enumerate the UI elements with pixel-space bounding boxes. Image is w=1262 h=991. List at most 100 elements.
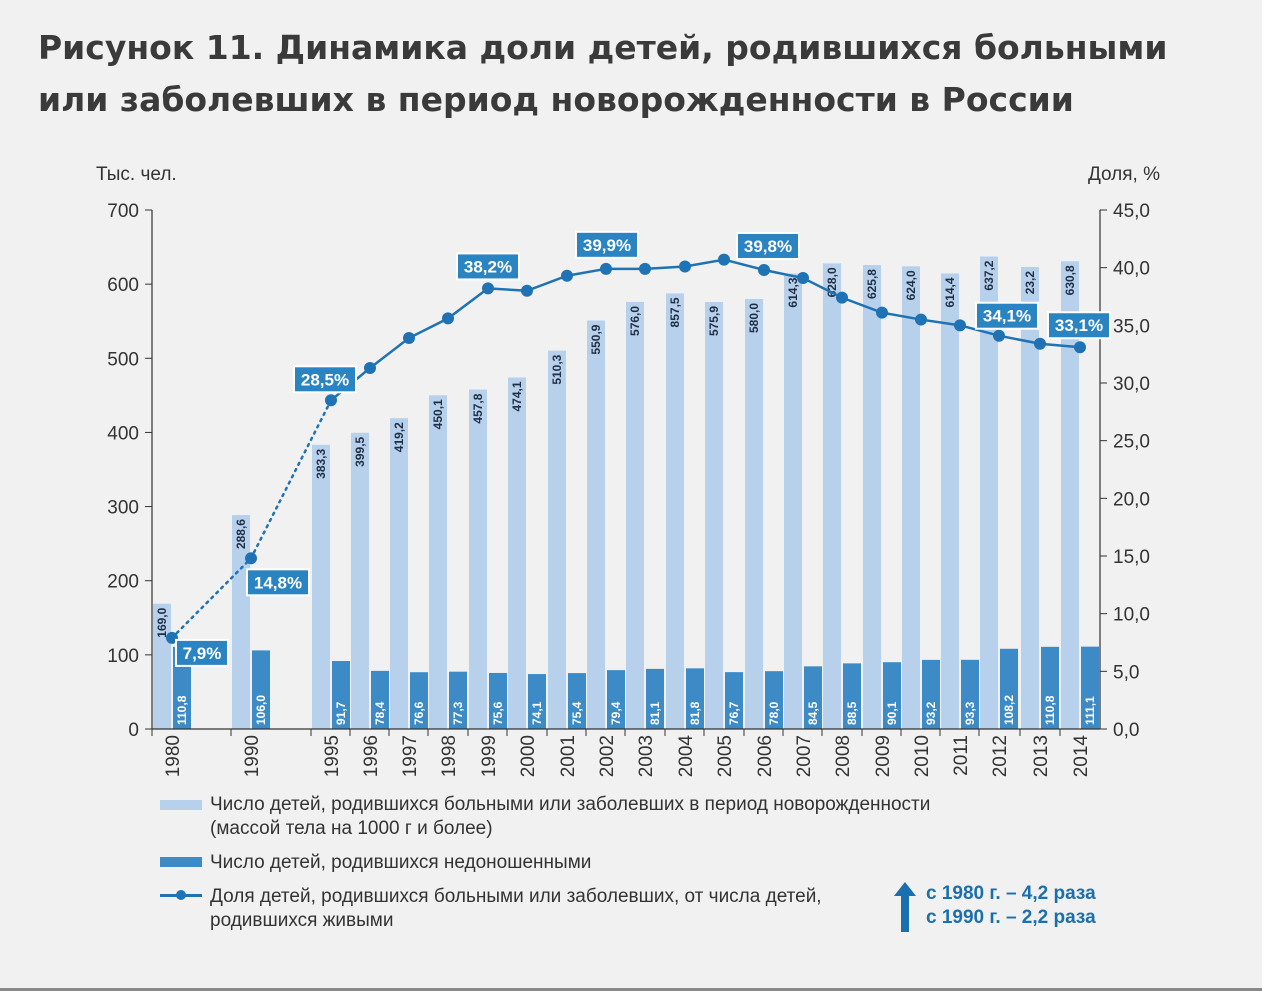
dark-bar-value-label: 75,4 bbox=[570, 701, 584, 725]
callout: 39,9% bbox=[575, 230, 639, 259]
light-bar-value-label: 550,9 bbox=[589, 324, 603, 354]
dark-bar-value-label: 110,8 bbox=[1043, 695, 1057, 725]
dark-bar-value-label: 111,1 bbox=[1083, 696, 1097, 725]
dark-bar-value-label: 81,1 bbox=[648, 701, 662, 725]
left-axis-tick-label: 100 bbox=[107, 646, 139, 667]
light-bar-value-label: 169,0 bbox=[155, 607, 169, 637]
dark-bar-value-label: 93,2 bbox=[924, 701, 938, 725]
dark-bar bbox=[489, 672, 507, 729]
light-bar bbox=[469, 389, 487, 729]
share-point bbox=[876, 306, 888, 319]
dark-bar-series: 110,8 106,0 91,7 78,4 76,6 77,3 75,6 74,1 75,4 79… bbox=[173, 646, 1099, 729]
dark-bar-value-label: 78,0 bbox=[767, 701, 781, 725]
dark-bar bbox=[765, 671, 783, 729]
dark-bar-value-label: 76,6 bbox=[412, 701, 426, 725]
dark-bar-value-label: 84,5 bbox=[806, 701, 820, 725]
share-point bbox=[797, 272, 809, 285]
light-bar-value-label: 288,6 bbox=[234, 519, 248, 549]
share-point bbox=[245, 552, 257, 565]
right-axis-tick-label: 35,0 bbox=[1113, 316, 1150, 337]
light-bar-value-label: 576,0 bbox=[628, 306, 642, 336]
callout-box bbox=[293, 365, 357, 394]
share-point bbox=[521, 284, 533, 297]
share-point bbox=[364, 362, 376, 375]
share-point bbox=[1074, 341, 1086, 354]
legend-item-dark-bar: Число детей, родившихся недоношенными bbox=[160, 851, 591, 875]
dark-bar bbox=[1041, 646, 1059, 729]
callout-label: 39,8% bbox=[744, 237, 792, 256]
left-axis-tick-label: 700 bbox=[107, 201, 139, 222]
legend-light-bar-line-2: (массой тела на 1000 г и более) bbox=[210, 818, 493, 839]
share-point bbox=[954, 319, 966, 332]
dark-bar-value-label: 81,8 bbox=[688, 701, 702, 725]
light-bar bbox=[390, 418, 408, 729]
light-bar bbox=[941, 273, 959, 729]
light-bar-value-label: 580,0 bbox=[747, 303, 761, 333]
callout-label: 14,8% bbox=[254, 573, 302, 592]
light-bar-value-label: 857,5 bbox=[668, 297, 682, 327]
dark-bar-value-label: 76,7 bbox=[727, 701, 741, 725]
title-line-2: или заболевших в период новорожденности … bbox=[38, 80, 1074, 119]
dark-bar bbox=[843, 663, 861, 729]
light-bar-value-label: 474,1 bbox=[510, 381, 524, 411]
legend-line-line-1: Доля детей, родившихся больными или забо… bbox=[210, 886, 822, 907]
left-axis-tick-label: 300 bbox=[107, 498, 139, 519]
light-bar bbox=[429, 395, 447, 729]
callout: 28,5% bbox=[293, 365, 357, 394]
legend-item-line: Доля детей, родившихся больными или забо… bbox=[160, 885, 822, 933]
x-tick-label: 2002 bbox=[597, 735, 618, 777]
light-bar bbox=[1021, 266, 1039, 729]
dark-bar bbox=[568, 673, 586, 729]
callout: 14,8% bbox=[246, 568, 310, 597]
dark-bar bbox=[173, 646, 191, 729]
dark-bar-value-label: 90,1 bbox=[885, 701, 899, 725]
right-axis-tick-label: 40,0 bbox=[1113, 259, 1150, 280]
left-axis-tick-label: 0 bbox=[128, 720, 139, 741]
x-tick-label: 1990 bbox=[242, 735, 263, 777]
light-bar bbox=[351, 432, 369, 729]
share-point bbox=[836, 291, 848, 304]
callout-label: 34,1% bbox=[983, 307, 1031, 326]
share-point bbox=[403, 332, 415, 345]
right-axis-tick-label: 0,0 bbox=[1113, 720, 1139, 741]
share-point bbox=[600, 262, 612, 275]
bottom-divider bbox=[0, 988, 1262, 991]
dark-bar bbox=[883, 662, 901, 729]
light-bar bbox=[153, 603, 171, 729]
right-axis-tick-label: 10,0 bbox=[1113, 605, 1150, 626]
light-bar bbox=[823, 263, 841, 729]
legend-light-bar-line-1: Число детей, родившихся больными или заб… bbox=[210, 794, 931, 815]
light-bar-value-label: 637,2 bbox=[982, 260, 996, 290]
light-bar bbox=[508, 377, 526, 729]
dark-bar-value-label: 93,3 bbox=[963, 701, 977, 725]
callout: 39,8% bbox=[736, 231, 800, 260]
dark-bar bbox=[332, 661, 350, 729]
light-bar bbox=[745, 298, 763, 729]
share-point bbox=[915, 313, 927, 326]
x-tick-label: 1996 bbox=[361, 735, 382, 777]
light-bar-value-label: 624,0 bbox=[904, 270, 918, 300]
callout: 33,1% bbox=[1047, 311, 1111, 340]
dark-bar bbox=[410, 672, 428, 729]
dark-bar-value-label: 79,4 bbox=[609, 701, 623, 725]
dark-bar bbox=[528, 674, 546, 729]
x-tick-label: 2000 bbox=[518, 735, 539, 777]
axes: 1980 1990 1995 1996 1997 1998 1999 2000 2001 2002… bbox=[107, 201, 1150, 777]
light-bar-value-label: 614,4 bbox=[943, 277, 957, 307]
dark-bar bbox=[607, 670, 625, 729]
page-title: Рисунок 11. Динамика доли детей, родивши… bbox=[38, 22, 1218, 126]
title-line-1: Рисунок 11. Динамика доли детей, родивши… bbox=[38, 28, 1168, 67]
light-bar bbox=[705, 302, 723, 729]
light-bar-swatch bbox=[160, 800, 202, 810]
callout-box bbox=[736, 231, 800, 260]
callout: 38,2% bbox=[456, 252, 520, 281]
dark-bar bbox=[252, 650, 270, 729]
x-tick-label: 2012 bbox=[990, 735, 1011, 777]
share-point bbox=[442, 312, 454, 325]
dark-bar-value-label: 108,2 bbox=[1002, 695, 1016, 725]
callout: 34,1% bbox=[975, 301, 1039, 330]
callout-label: 38,2% bbox=[464, 257, 512, 276]
light-bar bbox=[902, 266, 920, 729]
share-point bbox=[639, 262, 651, 275]
share-point bbox=[482, 282, 494, 295]
